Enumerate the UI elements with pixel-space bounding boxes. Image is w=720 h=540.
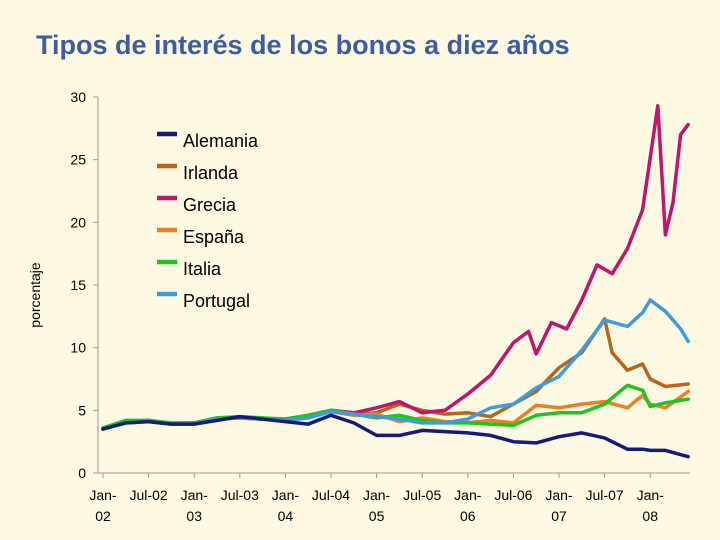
x-tick-label-year: 04	[278, 508, 294, 524]
x-tick-label-year: 07	[551, 508, 567, 524]
x-tick-label: Jul-07	[586, 487, 624, 503]
legend-label: Alemania	[183, 131, 259, 151]
legend-label: Italia	[183, 259, 222, 279]
x-tick-label: Jan-	[89, 487, 117, 503]
series-line-irlanda	[101, 317, 690, 430]
legend-label: Grecia	[183, 195, 237, 215]
legend-label: Irlanda	[183, 163, 239, 183]
x-tick-label: Jan-	[454, 487, 482, 503]
x-tick-label-year: 02	[95, 508, 111, 524]
chart-title: Tipos de interés de los bonos a diez año…	[36, 30, 570, 60]
x-tick-label: Jul-04	[312, 487, 350, 503]
x-tick-label: Jan-	[272, 487, 300, 503]
legend-label: España	[183, 227, 245, 247]
x-tick-label: Jul-05	[403, 487, 441, 503]
x-tick-label-year: 06	[460, 508, 476, 524]
x-tick-label: Jan-	[181, 487, 209, 503]
series-line-alemania	[101, 413, 690, 459]
x-tick-label: Jan-	[637, 487, 665, 503]
y-tick-label: 10	[70, 340, 86, 356]
x-tick-label-year: 05	[369, 508, 385, 524]
y-tick-label: 25	[70, 152, 86, 168]
x-tick-label-year: 08	[642, 508, 658, 524]
x-tick-label: Jul-06	[494, 487, 532, 503]
legend-label: Portugal	[183, 291, 250, 311]
y-tick-label: 0	[78, 465, 86, 481]
y-axis-label: porcentaje	[27, 262, 43, 328]
y-tick-label: 15	[70, 277, 86, 293]
x-tick-label-year: 03	[186, 508, 202, 524]
legend-box	[148, 122, 272, 308]
legend: Alemania Irlanda Grecia España Italia Portuga…	[148, 122, 272, 311]
x-tick-label: Jan-	[545, 487, 573, 503]
series-lines	[101, 104, 690, 459]
y-tick-label: 20	[70, 214, 86, 230]
x-tick-label: Jan-	[363, 487, 391, 503]
x-tick-label: Jul-02	[130, 487, 168, 503]
series-line-portugal	[101, 298, 690, 431]
y-tick-label: 30	[70, 89, 86, 105]
x-tick-label: Jul-03	[221, 487, 259, 503]
y-tick-label: 5	[78, 402, 86, 418]
